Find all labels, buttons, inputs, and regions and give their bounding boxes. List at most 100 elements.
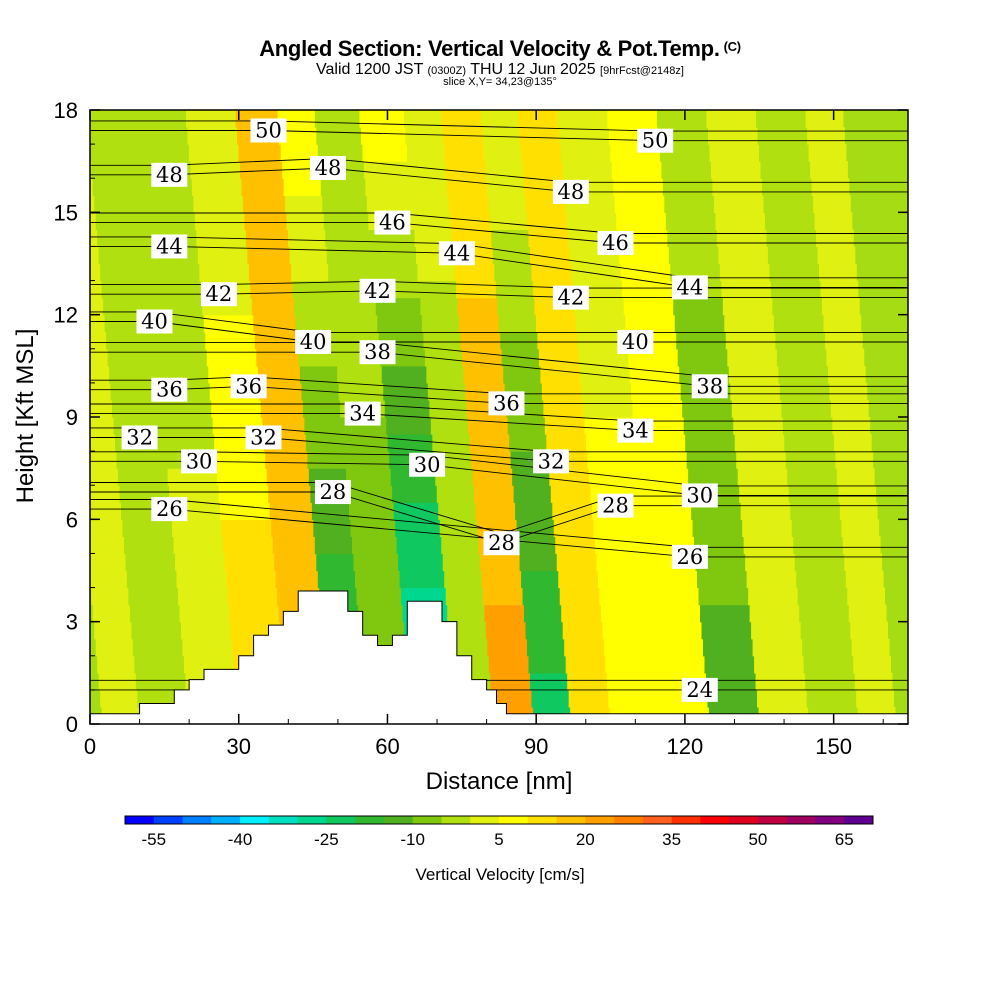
velocity-cell: [92, 604, 131, 623]
velocity-cell: [498, 314, 537, 333]
colorbar-tick-label: 50: [748, 830, 767, 849]
velocity-cell: [224, 553, 275, 572]
velocity-cell: [500, 331, 539, 350]
chart-title: Angled Section: Vertical Velocity & Pot.…: [0, 36, 1000, 62]
velocity-cell: [470, 451, 512, 469]
velocity-cell: [754, 655, 805, 674]
contour-label-box: [552, 179, 589, 204]
velocity-cell: [557, 110, 608, 128]
velocity-cell: [136, 110, 187, 128]
velocity-cell: [193, 195, 244, 213]
velocity-cell: [90, 263, 101, 282]
velocity-cell: [503, 365, 541, 384]
velocity-cell: [457, 297, 498, 316]
contour-label-text: 50: [642, 129, 669, 153]
velocity-cell: [325, 229, 371, 248]
contour-label: 42: [200, 282, 237, 307]
velocity-cell: [562, 621, 603, 640]
velocity-cell: [790, 502, 841, 520]
contour-label-text: 48: [315, 156, 342, 180]
velocity-cell: [583, 399, 634, 418]
velocity-cell: [418, 280, 457, 299]
velocity-cell: [662, 178, 714, 196]
velocity-cell: [558, 570, 599, 589]
contour-label: 32: [533, 449, 570, 474]
colorbar-swatch: [499, 816, 529, 824]
contour-label: 36: [151, 377, 188, 402]
velocity-cell: [556, 553, 598, 572]
contour-label-text: 46: [379, 211, 406, 235]
velocity-cell: [566, 212, 617, 230]
velocity-cell: [620, 263, 671, 282]
velocity-cell: [100, 263, 151, 282]
velocity-cell: [384, 399, 430, 418]
velocity-cell: [444, 570, 483, 589]
velocity-cell: [90, 570, 128, 589]
subtitle-date: THU 12 Jun 2025: [470, 61, 596, 78]
velocity-cell: [101, 280, 152, 299]
velocity-cell: [716, 229, 768, 248]
colorbar-frame: [124, 815, 874, 825]
velocity-cell: [90, 144, 91, 162]
velocity-cell: [399, 570, 445, 589]
velocity-cell: [482, 127, 521, 145]
contour-label-box: [671, 544, 708, 569]
velocity-cell: [497, 297, 536, 316]
velocity-cell: [90, 382, 112, 401]
velocity-cell: [404, 110, 442, 128]
velocity-cell: [656, 110, 708, 128]
velocity-cell: [304, 417, 343, 435]
colorbar-swatch: [757, 816, 788, 824]
velocity-cell: [727, 348, 778, 367]
velocity-cell: [90, 178, 94, 196]
velocity-cell: [314, 536, 353, 555]
velocity-cell: [468, 417, 509, 435]
velocity-cell: [311, 502, 350, 520]
x-tick-label: 120: [667, 734, 704, 759]
velocity-cell: [632, 399, 683, 418]
velocity-cell: [661, 161, 712, 179]
velocity-cell: [265, 451, 308, 469]
isentrope-line: [90, 351, 908, 387]
velocity-cell: [575, 314, 626, 333]
velocity-cell: [94, 621, 132, 640]
velocity-cell: [90, 297, 104, 316]
velocity-cell: [525, 621, 564, 640]
velocity-cell: [90, 229, 98, 248]
colorbar-swatch: [412, 816, 442, 824]
velocity-cell: [90, 468, 119, 486]
velocity-cell: [796, 570, 847, 589]
velocity-cell: [295, 314, 334, 333]
velocity-cell: [484, 604, 525, 623]
contour-label-box: [374, 210, 411, 235]
velocity-cell: [799, 604, 850, 623]
velocity-cell: [323, 212, 369, 230]
contour-label-box: [597, 493, 634, 518]
contour-label: 30: [181, 449, 218, 474]
velocity-cell: [475, 502, 516, 520]
contour-label-box: [151, 377, 188, 402]
velocity-cell: [151, 280, 202, 299]
velocity-cell: [737, 468, 788, 486]
velocity-cell: [441, 110, 482, 128]
velocity-cell: [283, 178, 322, 196]
velocity-cell: [245, 229, 289, 248]
velocity-cell: [853, 655, 892, 674]
velocity-cell: [560, 144, 611, 162]
velocity-cell: [220, 502, 271, 520]
velocity-cell: [587, 451, 638, 469]
velocity-cell: [668, 246, 719, 265]
velocity-cell: [90, 553, 127, 572]
velocity-cell: [701, 621, 752, 640]
velocity-cell: [782, 417, 833, 435]
velocity-cell: [593, 519, 644, 537]
velocity-cell: [695, 553, 746, 572]
velocity-cell: [838, 485, 877, 503]
velocity-cell: [817, 246, 856, 265]
velocity-cell: [827, 365, 866, 384]
velocity-cell: [805, 672, 856, 691]
velocity-cell: [756, 110, 807, 128]
velocity-cell: [411, 195, 450, 213]
y-tick-label: 0: [66, 712, 78, 737]
velocity-cell: [302, 399, 341, 418]
